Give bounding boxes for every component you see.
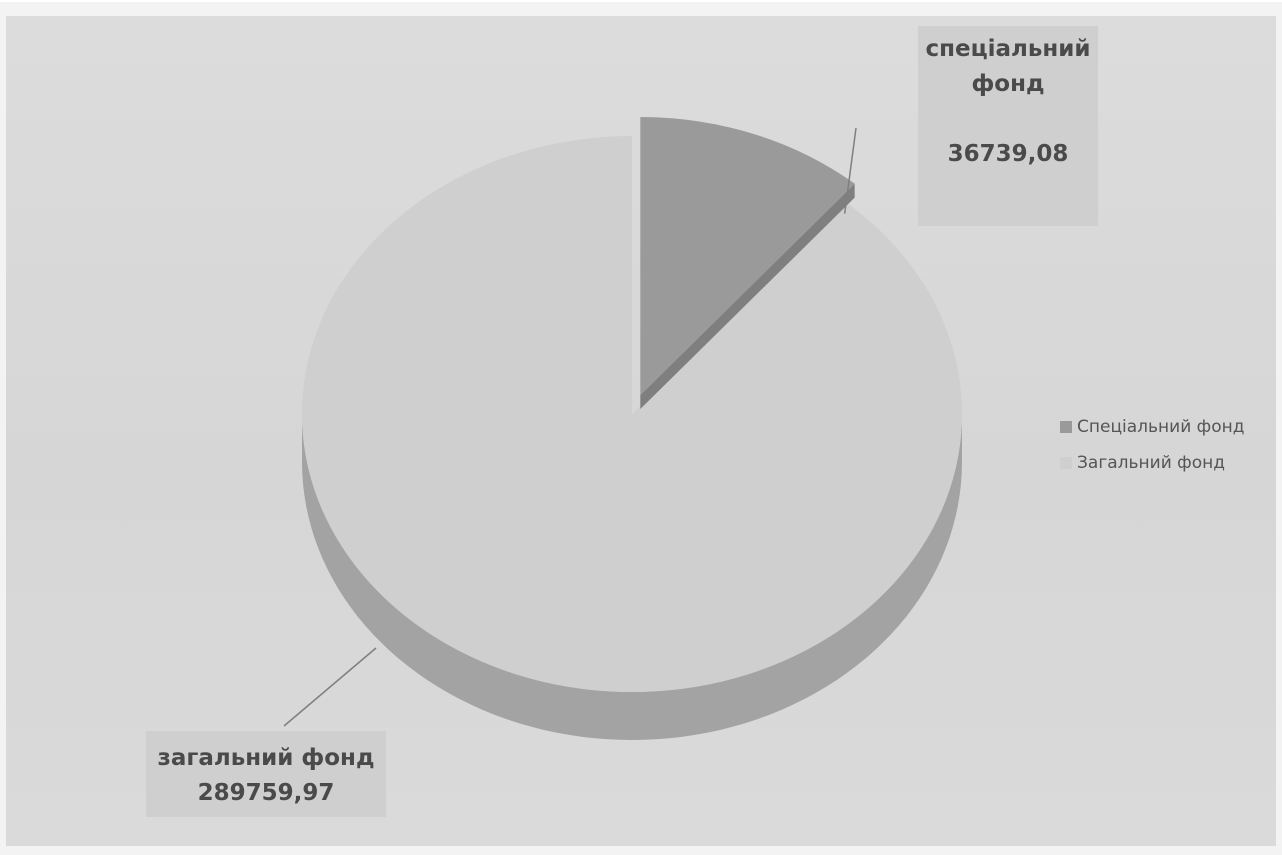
pie-side-special [640, 183, 855, 410]
legend-label-special: Спеціальний фонд [1077, 417, 1245, 437]
chart-area: спеціальний фонд 36739,08 загальний фонд… [6, 16, 1276, 846]
legend-swatch-special [1060, 421, 1072, 433]
pie-slice-special [640, 117, 855, 396]
pie-side-general [302, 414, 962, 740]
data-label-general-value: 289759,97 [197, 779, 335, 806]
legend-item-general: Загальний фонд [1060, 450, 1244, 476]
data-label-special-name-line1: спеціальний [925, 36, 1091, 62]
data-label-general: загальний фонд 289759,97 [146, 731, 386, 817]
pie-slice-general [301, 136, 962, 693]
leader-line-special [843, 127, 857, 214]
data-label-special: спеціальний фонд 36739,08 [918, 26, 1098, 226]
data-label-general-name: загальний фонд [157, 745, 375, 771]
data-label-special-value: 36739,08 [947, 141, 1069, 167]
legend: Спеціальний фонд Загальний фонд [1060, 414, 1244, 486]
legend-label-general: Загальний фонд [1077, 453, 1225, 473]
data-label-special-name-line2: фонд [971, 70, 1045, 97]
pie-chart [283, 117, 962, 740]
leader-line-general [283, 647, 377, 727]
legend-swatch-general [1060, 457, 1072, 469]
legend-item-special: Спеціальний фонд [1060, 414, 1244, 440]
